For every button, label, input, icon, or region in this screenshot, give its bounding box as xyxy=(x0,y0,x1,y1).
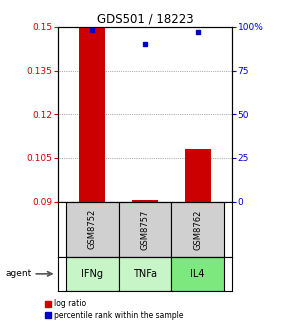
Bar xyxy=(66,202,119,257)
Text: GSM8762: GSM8762 xyxy=(193,209,202,250)
Bar xyxy=(171,257,224,291)
Text: agent: agent xyxy=(6,269,32,278)
Bar xyxy=(184,149,211,202)
Bar xyxy=(66,257,119,291)
Text: IL4: IL4 xyxy=(191,269,205,279)
Text: GSM8757: GSM8757 xyxy=(140,209,150,250)
Text: GSM8752: GSM8752 xyxy=(88,209,97,249)
Title: GDS501 / 18223: GDS501 / 18223 xyxy=(97,13,193,26)
Text: IFNg: IFNg xyxy=(81,269,103,279)
Text: TNFa: TNFa xyxy=(133,269,157,279)
Bar xyxy=(132,200,158,202)
Legend: log ratio, percentile rank within the sample: log ratio, percentile rank within the sa… xyxy=(45,299,184,320)
Bar xyxy=(171,202,224,257)
Bar xyxy=(119,257,171,291)
Bar xyxy=(79,27,106,202)
Bar xyxy=(119,202,171,257)
